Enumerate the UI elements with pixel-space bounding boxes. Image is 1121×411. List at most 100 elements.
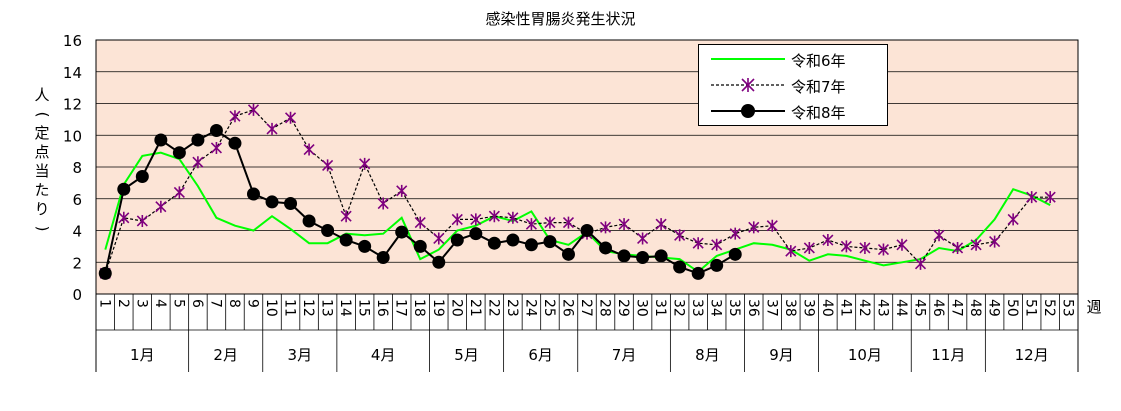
data-point-r7 — [414, 216, 426, 229]
data-point-r7 — [507, 211, 519, 224]
y-tick-label: 16 — [63, 32, 82, 50]
month-label: 2月 — [213, 346, 238, 364]
data-point-r7 — [284, 111, 297, 124]
x-tick-label: 45 — [912, 299, 928, 317]
data-point-r7 — [637, 232, 649, 245]
data-point-r7 — [544, 216, 556, 229]
data-point-r8 — [154, 133, 168, 147]
x-tick-label: 10 — [263, 299, 279, 317]
data-point-r8 — [302, 214, 316, 228]
x-tick-label: 13 — [319, 299, 335, 317]
data-point-r7 — [933, 229, 945, 242]
data-point-r7 — [136, 214, 148, 227]
y-tick-label: 14 — [63, 64, 82, 82]
legend-swatch-r6 — [711, 58, 785, 60]
month-label: 5月 — [454, 346, 479, 364]
data-point-r7 — [599, 221, 612, 234]
x-tick-label: 39 — [800, 299, 816, 317]
y-tick-label: 8 — [72, 159, 82, 177]
x-tick-label: 12 — [300, 299, 316, 317]
data-point-r8 — [135, 170, 149, 184]
x-tick-label: 1 — [96, 299, 112, 308]
x-tick-label: 48 — [967, 299, 983, 317]
data-point-r7 — [989, 235, 1001, 248]
x-tick-label: 32 — [671, 299, 687, 317]
month-label: 7月 — [612, 346, 637, 364]
data-point-r7 — [192, 156, 204, 169]
data-point-r7 — [173, 186, 185, 199]
data-point-r7 — [1026, 191, 1038, 204]
data-point-r7 — [451, 213, 463, 226]
data-point-r8 — [321, 224, 335, 237]
data-point-r7 — [914, 257, 927, 270]
data-point-r7 — [785, 245, 797, 258]
data-point-r8 — [246, 187, 260, 201]
legend-swatch-r8 — [711, 104, 785, 118]
month-label: 3月 — [288, 346, 313, 364]
data-point-r7 — [803, 241, 815, 254]
data-point-r7 — [1007, 213, 1019, 226]
data-point-r8 — [691, 266, 705, 280]
legend-item-r8: 令和8年 — [699, 100, 887, 122]
y-tick-label: 6 — [72, 191, 82, 209]
data-point-r7 — [840, 240, 852, 253]
data-point-r7 — [748, 221, 760, 234]
x-tick-label: 15 — [356, 299, 372, 317]
legend-swatch-r7 — [711, 78, 785, 92]
x-tick-label: 21 — [467, 299, 483, 317]
data-point-r7 — [340, 210, 352, 223]
data-point-r8 — [728, 247, 742, 261]
data-point-r7 — [470, 213, 482, 226]
data-point-r8 — [413, 239, 427, 253]
x-tick-label: 44 — [893, 299, 909, 317]
x-tick-label: 46 — [930, 299, 946, 317]
legend-label-r8: 令和8年 — [791, 104, 846, 122]
x-tick-label: 17 — [393, 299, 409, 317]
x-tick-label: 51 — [1023, 299, 1039, 317]
x-tick-label: 24 — [522, 299, 538, 317]
data-point-r8 — [228, 136, 242, 150]
data-point-r8 — [450, 233, 464, 247]
x-tick-label: 40 — [819, 299, 835, 317]
x-tick-label: 47 — [949, 299, 965, 317]
data-point-r7 — [525, 218, 537, 231]
x-tick-label: 16 — [374, 299, 390, 317]
data-point-r7 — [1044, 191, 1056, 204]
x-tick-label: 33 — [689, 299, 705, 317]
x-tick-label: 20 — [448, 299, 464, 317]
y-tick-label: 4 — [72, 223, 82, 241]
x-tick-label: 41 — [837, 299, 853, 317]
data-point-r7 — [674, 229, 686, 242]
data-point-r7 — [322, 159, 334, 172]
x-tick-label: 8 — [226, 299, 242, 308]
x-tick-label: 23 — [504, 299, 520, 317]
data-point-r7 — [562, 216, 575, 229]
data-point-r8 — [654, 249, 668, 263]
x-tick-label: 30 — [634, 299, 650, 317]
y-tick-label: 0 — [72, 286, 82, 304]
x-tick-label: 4 — [152, 299, 168, 308]
data-point-r8 — [561, 247, 575, 261]
x-tick-label: 19 — [430, 299, 446, 317]
data-point-r7 — [396, 184, 408, 197]
x-tick-label: 22 — [485, 299, 501, 317]
data-point-r8 — [432, 255, 446, 269]
data-point-r8 — [339, 233, 353, 247]
x-tick-label: 26 — [559, 299, 575, 317]
y-tick-label: 10 — [63, 127, 82, 145]
legend-item-r6: 令和6年 — [699, 48, 887, 70]
month-label: 11月 — [931, 346, 965, 364]
data-point-r7 — [210, 141, 222, 154]
month-label: 10月 — [848, 346, 882, 364]
data-point-r8 — [358, 239, 372, 253]
x-tick-label: 37 — [763, 299, 779, 317]
x-tick-label: 11 — [282, 299, 298, 317]
data-point-r7 — [970, 238, 982, 251]
legend-item-r7: 令和7年 — [699, 74, 887, 96]
data-point-r7 — [229, 110, 241, 123]
x-tick-label: 6 — [189, 299, 205, 308]
x-tick-label: 7 — [207, 299, 223, 308]
data-point-r8 — [543, 235, 557, 249]
data-point-r7 — [118, 211, 130, 224]
